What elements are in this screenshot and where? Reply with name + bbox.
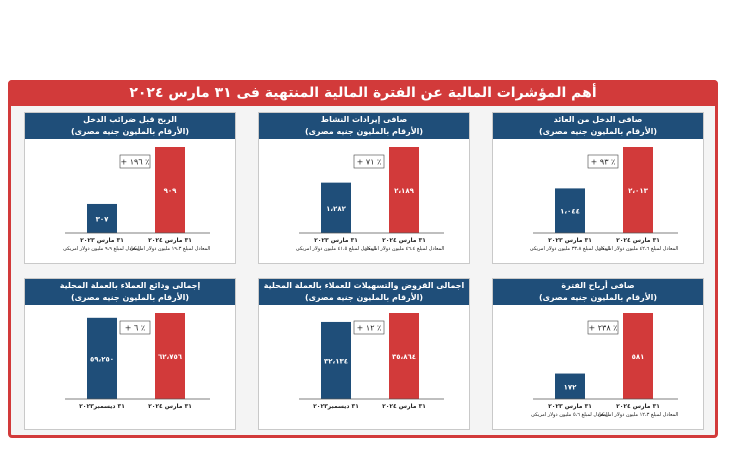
bar-value-label: ١،٢٨٢ <box>326 205 346 213</box>
bar-current <box>389 147 419 233</box>
chart-title: الربح قبل ضرائب الدخل <box>83 115 177 124</box>
usd-equivalent-note: المعادل لمبلغ ٤٢،٦ مليون دولار امريكى <box>598 246 679 252</box>
bar-chart: ٦٢،٧٥٦ ٣١ مارس ٢٠٢٤ ٥٩،٢٥٠ ٣١ ديسمبر٢٠٢٣ + ٦… <box>65 313 210 410</box>
x-tick-label: ٣١ مارس ٢٠٢٤ <box>382 403 426 410</box>
bar-prior <box>555 188 585 233</box>
x-tick-label: ٣١ مارس ٢٠٢٣ <box>548 403 592 410</box>
growth-label: + ٩٣ ٪ <box>591 158 616 167</box>
x-tick-label: ٣١ مارس ٢٠٢٣ <box>314 237 358 244</box>
growth-label: + ٢٣٨ ٪ <box>589 324 618 333</box>
growth-label: + ٦ ٪ <box>125 324 145 333</box>
usd-equivalent-note: المعادل لمبلغ ٥،٦ مليون دولار امريكى <box>531 412 609 418</box>
usd-equivalent-note: المعادل لمبلغ ٣٣،٨ مليون دولار امريكى <box>530 246 611 252</box>
bar-current <box>155 147 185 233</box>
chart-title: إجمالى ودائع العملاء بالعملة المحلية <box>59 281 201 290</box>
bar-value-label: ٣٠٧ <box>96 215 110 223</box>
usd-equivalent-note: المعادل لمبلغ ٤١،٥ مليون دولار امريكى <box>296 246 377 252</box>
chart-header: صافى أرباح الفترة (الأرقام بالمليون جنيه … <box>493 279 703 305</box>
x-tick-label: ٣١ مارس ٢٠٢٣ <box>80 237 124 244</box>
chart-panel-3: الربح قبل ضرائب الدخل (الأرقام بالمليون ج… <box>24 112 236 264</box>
growth-badge <box>587 320 619 335</box>
bar-value-label: ٩٠٩ <box>164 187 178 195</box>
chart-panel-6: إجمالى ودائع العملاء بالعملة المحلية (الأ… <box>24 278 236 430</box>
bar-current <box>623 147 653 233</box>
x-tick-label: ٣١ مارس ٢٠٢٤ <box>382 237 426 244</box>
growth-badge <box>353 320 385 335</box>
chart-panel-5: اجمالى القروض والتسهيلات للعملاء بالعملة… <box>258 278 470 430</box>
usd-equivalent-note: المعادل لمبلغ ٤٦،٤ مليون دولار امريكى <box>364 246 445 252</box>
bar-chart: ٣٥،٨٦٤ ٣١ مارس ٢٠٢٤ ٣٢،١٣٤ ٣١ ديسمبر٢٠٢٣ + ١… <box>299 313 444 410</box>
bar-current <box>155 313 185 399</box>
growth-label: + ٧١ ٪ <box>357 158 382 167</box>
bar-value-label: ٢،١٨٩ <box>394 187 414 195</box>
chart-subtitle: (الأرقام بالمليون جنيه مصرى) <box>70 293 190 302</box>
chart-title: صافى الدخل من العائد <box>553 115 643 124</box>
bar-value-label: ٦٢،٧٥٦ <box>158 353 183 361</box>
x-tick-label: ٣١ ديسمبر٢٠٢٣ <box>79 403 125 410</box>
chart-header: صافى إيرادات النشاط (الأرقام بالمليون جني… <box>259 113 469 139</box>
bar-prior <box>321 182 351 233</box>
x-tick-label: ٣١ مارس ٢٠٢٤ <box>616 403 660 410</box>
growth-label: + ١٩٦ ٪ <box>121 158 150 167</box>
chart-title: اجمالى القروض والتسهيلات للعملاء بالعملة… <box>263 281 465 290</box>
bar-value-label: ١،٠٤٤ <box>560 208 580 216</box>
chart-subtitle: (الأرقام بالمليون جنيه مصرى) <box>538 293 658 302</box>
chart-header: اجمالى القروض والتسهيلات للعملاء بالعملة… <box>259 279 469 305</box>
bar-prior <box>555 373 585 399</box>
bar-value-label: ١٧٢ <box>564 383 578 391</box>
chart-subtitle: (الأرقام بالمليون جنيه مصرى) <box>538 127 658 136</box>
growth-badge <box>119 154 151 169</box>
chart-title: صافى أرباح الفترة <box>561 281 635 290</box>
page-title: أهم المؤشرات المالية عن الفترة المالية ا… <box>8 80 718 106</box>
usd-equivalent-note: المعادل لمبلغ ٩،٩ مليون دولار امريكى <box>63 246 141 252</box>
usd-equivalent-note: المعادل لمبلغ ١٢،٣ مليون دولار امريكى <box>598 412 679 418</box>
chart-panel-1: صافى الدخل من العائد (الأرقام بالمليون جن… <box>492 112 704 264</box>
bar-chart: ٢،١٨٩ ٣١ مارس ٢٠٢٤ المعادل لمبلغ ٤٦،٤ مليو… <box>296 147 445 252</box>
chart-subtitle: (الأرقام بالمليون جنيه مصرى) <box>70 127 190 136</box>
x-tick-label: ٣١ مارس ٢٠٢٤ <box>148 237 192 244</box>
bar-value-label: ٣٥،٨٦٤ <box>392 353 416 361</box>
chart-header: إجمالى ودائع العملاء بالعملة المحلية (الأ… <box>25 279 235 305</box>
growth-label: + ١٢ ٪ <box>357 324 382 333</box>
chart-panel-4: صافى أرباح الفترة (الأرقام بالمليون جنيه … <box>492 278 704 430</box>
bar-chart: ٩٠٩ ٣١ مارس ٢٠٢٤ المعادل لمبلغ ١٩،٣ مليون … <box>63 147 211 252</box>
bar-chart: ٢،٠١٣ ٣١ مارس ٢٠٢٤ المعادل لمبلغ ٤٢،٦ مليو… <box>530 147 679 252</box>
bar-prior <box>87 203 117 233</box>
bar-chart: ٥٨١ ٣١ مارس ٢٠٢٤ المعادل لمبلغ ١٢،٣ مليون … <box>531 313 679 418</box>
growth-badge <box>587 154 619 169</box>
growth-badge <box>119 320 151 335</box>
x-tick-label: ٣١ مارس ٢٠٢٣ <box>548 237 592 244</box>
bar-prior <box>321 321 351 399</box>
chart-subtitle: (الأرقام بالمليون جنيه مصرى) <box>304 293 424 302</box>
x-tick-label: ٣١ مارس ٢٠٢٤ <box>616 237 660 244</box>
bar-current <box>623 313 653 399</box>
x-tick-label: ٣١ مارس ٢٠٢٤ <box>148 403 192 410</box>
chart-panel-2: صافى إيرادات النشاط (الأرقام بالمليون جني… <box>258 112 470 264</box>
chart-header: الربح قبل ضرائب الدخل (الأرقام بالمليون ج… <box>25 113 235 139</box>
bar-current <box>389 313 419 399</box>
bar-value-label: ٥٩،٢٥٠ <box>90 355 114 363</box>
usd-equivalent-note: المعادل لمبلغ ١٩،٣ مليون دولار امريكى <box>130 246 211 252</box>
chart-title: صافى إيرادات النشاط <box>320 115 408 124</box>
growth-badge <box>353 154 385 169</box>
bar-value-label: ٥٨١ <box>632 353 645 361</box>
bar-value-label: ٣٢،١٣٤ <box>324 357 348 365</box>
bar-prior <box>87 317 117 399</box>
chart-header: صافى الدخل من العائد (الأرقام بالمليون جن… <box>493 113 703 139</box>
chart-subtitle: (الأرقام بالمليون جنيه مصرى) <box>304 127 424 136</box>
bar-value-label: ٢،٠١٣ <box>628 187 648 195</box>
x-tick-label: ٣١ ديسمبر٢٠٢٣ <box>313 403 359 410</box>
